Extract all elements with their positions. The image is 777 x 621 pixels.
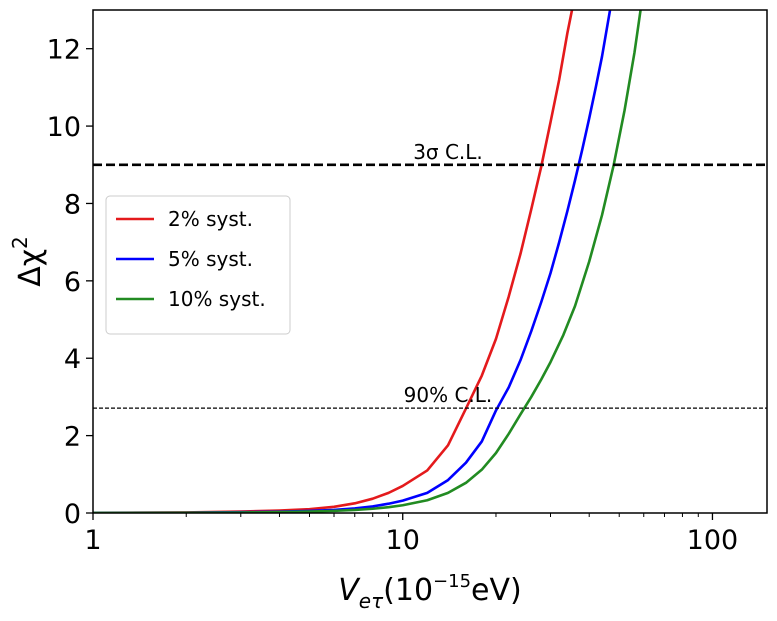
x-tick-label-1: 1: [84, 525, 101, 556]
x-axis-label-subscript: eτ: [359, 589, 384, 613]
reference-line-label-2: 90% C.L.: [404, 383, 493, 407]
x-axis-label-unit-close: eV): [471, 573, 522, 608]
legend: 2% syst. 5% syst. 10% syst.: [105, 195, 291, 335]
x-axis-label-unit-exp: −15: [433, 571, 471, 592]
reference-line-label-1: 3σ C.L.: [413, 140, 483, 164]
legend-label-2: 5% syst.: [168, 247, 253, 271]
plot-frame: [92, 9, 768, 514]
y-tick-label-4: 6: [64, 267, 81, 298]
y-axis-ticks: 0 2 4 6 8 10 12: [47, 35, 93, 530]
y-tick-label-2: 2: [64, 422, 81, 453]
x-tick-label-3: 100: [687, 525, 739, 556]
legend-label-3: 10% syst.: [168, 287, 266, 311]
x-axis-label-base: V: [338, 573, 361, 608]
x-tick-label-2: 10: [386, 525, 420, 556]
y-tick-label-1: 0: [64, 499, 81, 530]
y-tick-label-6: 10: [47, 112, 81, 143]
y-axis-label: Δχ2: [8, 236, 48, 287]
y-tick-label-3: 4: [64, 344, 81, 375]
x-axis-ticks: 1 10 100: [84, 513, 738, 556]
legend-label-1: 2% syst.: [168, 207, 253, 231]
series-line-1: [93, 10, 574, 513]
x-axis-label-unit-open: (10: [383, 573, 433, 608]
series-line-3: [93, 10, 642, 513]
reference-lines: 3σ C.L. 90% C.L.: [93, 140, 767, 409]
legend-items: 2% syst. 5% syst. 10% syst.: [116, 207, 266, 311]
y-axis-label-exp: 2: [8, 236, 32, 249]
y-tick-label-5: 8: [64, 189, 81, 220]
y-axis-label-base: Δχ: [13, 249, 48, 287]
x-axis-label: Veτ(10−15eV): [338, 571, 521, 613]
y-tick-label-7: 12: [47, 35, 81, 66]
